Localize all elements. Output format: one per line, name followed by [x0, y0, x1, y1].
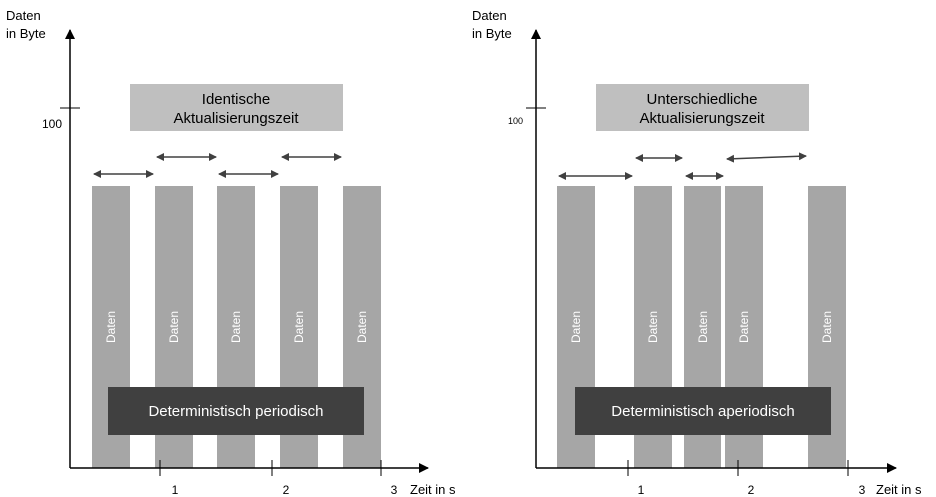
- x-axis-label: Zeit in s: [410, 482, 456, 497]
- x-tick-label: 1: [172, 483, 179, 497]
- footer-box: [575, 387, 831, 435]
- bar-label: Daten: [104, 311, 118, 343]
- bar-label: Daten: [167, 311, 181, 343]
- y-axis-label: in Byte: [472, 26, 512, 41]
- panel-right: Daten Daten Daten Daten Daten Unterschie…: [472, 8, 922, 497]
- header-line1: Identische: [202, 91, 270, 108]
- footer-box: [108, 387, 364, 435]
- x-tick-label: 1: [638, 483, 645, 497]
- header-line2: Aktualisierungszeit: [639, 110, 765, 127]
- interval-arrows-left: [93, 153, 342, 178]
- footer-label: Deterministisch aperiodisch: [611, 403, 794, 420]
- interval-arrows-right: [558, 152, 807, 180]
- panel-left: Daten Daten Daten Daten Daten Identische…: [6, 8, 456, 497]
- bar-label: Daten: [569, 311, 583, 343]
- y-tick-label: 100: [42, 117, 62, 131]
- header-box: [130, 84, 343, 131]
- x-axis-label: Zeit in s: [876, 482, 922, 497]
- bar-label: Daten: [229, 311, 243, 343]
- bar-label: Daten: [696, 311, 710, 343]
- x-tick-label: 3: [859, 483, 866, 497]
- y-tick-label: 100: [508, 116, 523, 126]
- x-tick-label: 2: [283, 483, 290, 497]
- bar-label: Daten: [646, 311, 660, 343]
- y-axis-label: in Byte: [6, 26, 46, 41]
- bar-label: Daten: [737, 311, 751, 343]
- x-tick-label: 3: [391, 483, 398, 497]
- y-axis-label: Daten: [6, 8, 41, 23]
- bar-label: Daten: [355, 311, 369, 343]
- header-line2: Aktualisierungszeit: [173, 110, 299, 127]
- x-tick-label: 2: [748, 483, 755, 497]
- bar-label: Daten: [292, 311, 306, 343]
- header-box: [596, 84, 809, 131]
- interval-arrow: [726, 152, 807, 163]
- y-axis-label: Daten: [472, 8, 507, 23]
- header-line1: Unterschiedliche: [647, 91, 758, 108]
- bar-label: Daten: [820, 311, 834, 343]
- footer-label: Deterministisch periodisch: [148, 403, 323, 420]
